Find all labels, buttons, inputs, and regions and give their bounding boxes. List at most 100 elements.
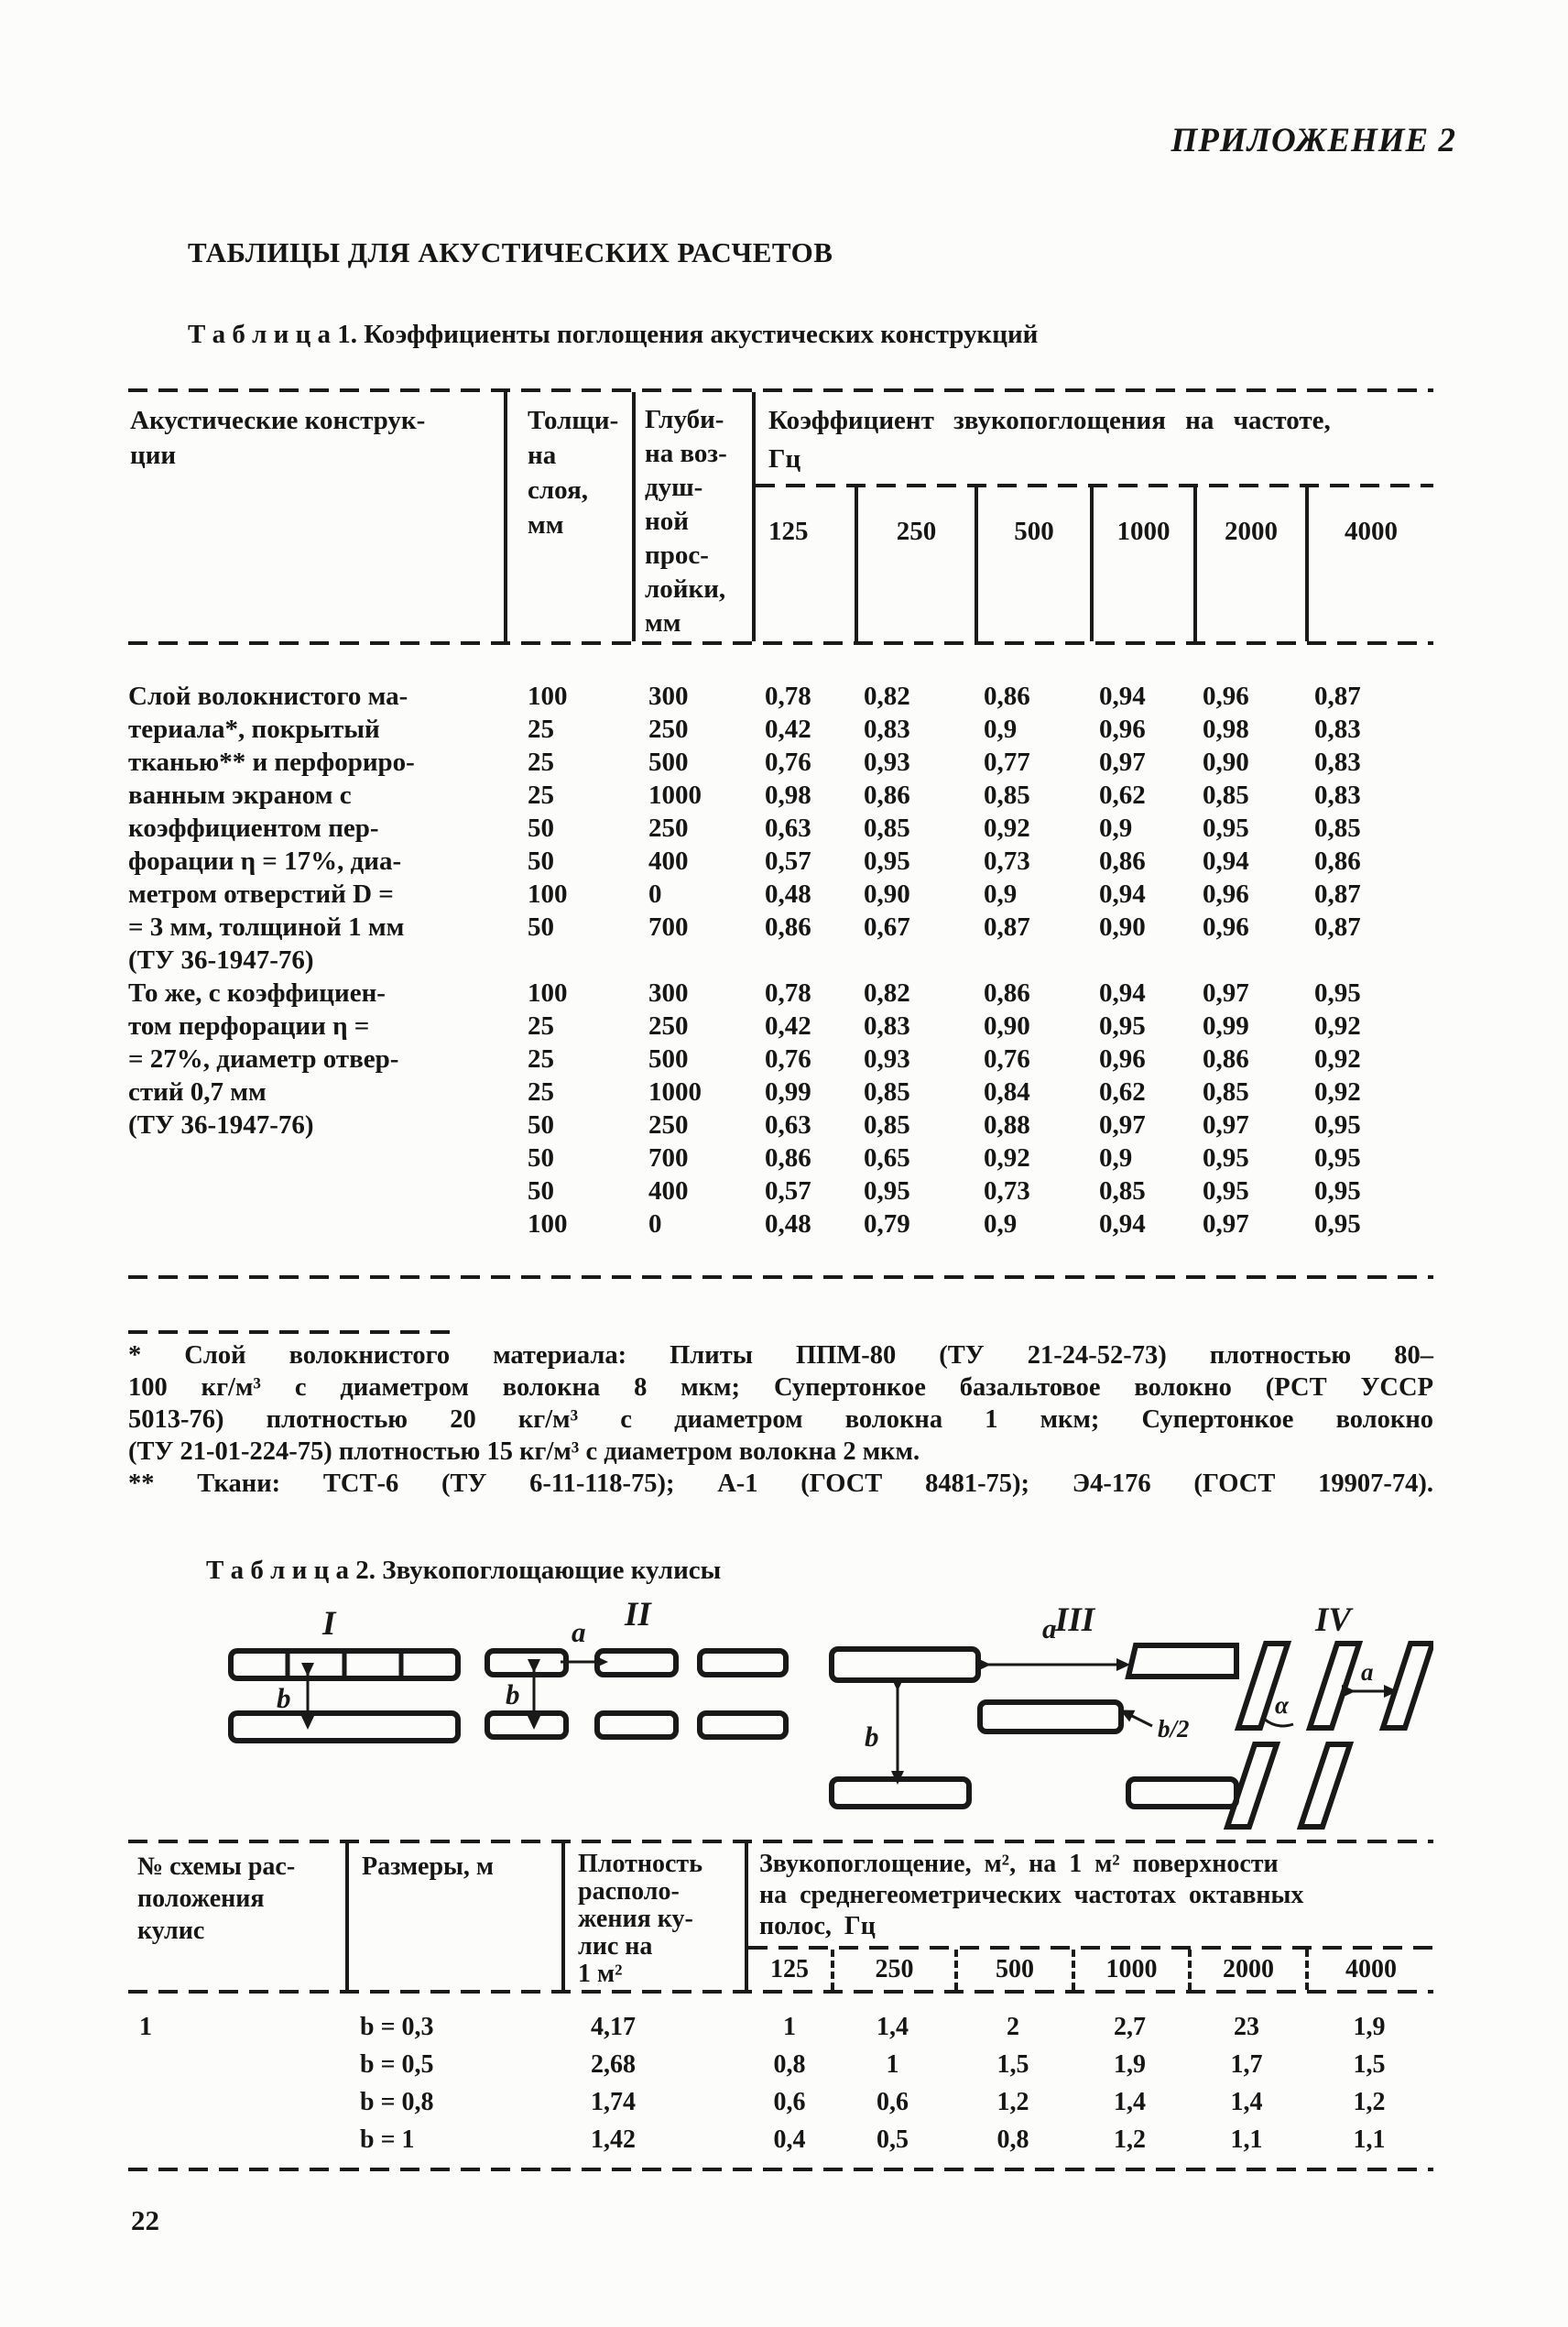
depth-value: 700	[648, 912, 689, 942]
table2-bottom-border	[128, 2168, 1433, 2171]
scheme-number-value	[128, 2046, 349, 2083]
scheme-number-value: 1	[139, 2013, 152, 2041]
absorption-area-value: 1,2	[1114, 2125, 1146, 2154]
absorption-value: 0,93	[864, 748, 910, 777]
absorption-value: 0,57	[765, 1176, 811, 1206]
absorption-value: 0,95	[864, 847, 910, 876]
absorption-area-value: 0,5	[877, 2125, 909, 2154]
absorption-value: 0,92	[984, 1143, 1030, 1173]
table2-baffles: № схемы рас- положения кулис Размеры, м …	[128, 1840, 1433, 2171]
absorption-value: 0,94	[1099, 879, 1146, 909]
scheme-i-spacing-label: b	[277, 1682, 291, 1714]
absorption-value: 0,93	[864, 1044, 910, 1074]
depth-value: 400	[648, 1176, 689, 1206]
absorption-value: 0,84	[984, 1077, 1030, 1107]
table1-frequency-headers: 125 250 500 1000 2000 4000	[756, 487, 1433, 641]
absorption-value: 0,94	[1099, 978, 1146, 1008]
scheme-i-diagram	[228, 1648, 461, 1743]
density-value: 1,42	[591, 2125, 636, 2154]
thickness-value: 25	[528, 1077, 554, 1107]
thickness-value: 25	[528, 1011, 554, 1041]
construction-line: териала*, покрытый	[128, 715, 380, 744]
frequency-header: 500	[954, 1950, 1072, 1990]
depth-value: 500	[648, 1044, 689, 1074]
scheme-ii-diagram	[485, 1648, 789, 1740]
footnote-line: 100 кг/м³ с диаметром волокна 8 мкм; Суп…	[128, 1373, 1433, 1402]
frequency-header: 250	[855, 487, 975, 641]
absorption-value: 0,98	[765, 781, 811, 810]
absorption-value: 0,82	[864, 682, 910, 711]
absorption-value: 0,95	[1203, 1143, 1249, 1173]
footnotes: * Слой волокнистого материала: Плиты ППМ…	[128, 1339, 1433, 1500]
absorption-value: 0,85	[1099, 1176, 1146, 1206]
col-header-absorption-group: Звукопоглощение, м², на 1 м² поверхности…	[748, 1843, 1433, 1990]
col-header-density: Плотность располо- жения ку- лис на 1 м²	[565, 1843, 748, 1990]
thickness-value: 100	[528, 1209, 568, 1239]
scheme-number-value	[128, 2083, 349, 2121]
absorption-value: 0,77	[984, 748, 1030, 777]
absorption-value: 0,76	[765, 748, 811, 777]
scheme-number-value	[128, 2121, 349, 2158]
table1-bottom-border	[128, 1275, 1433, 1279]
thickness-value: 25	[528, 748, 554, 777]
depth-value: 0	[648, 879, 662, 909]
absorption-value: 0,98	[1203, 715, 1249, 744]
thickness-value: 50	[528, 847, 554, 876]
table2-top-border	[128, 1840, 1433, 1843]
depth-value: 400	[648, 847, 689, 876]
table1-top-border	[128, 388, 1433, 392]
thickness-value: 50	[528, 1143, 554, 1173]
construction-line	[128, 1142, 504, 1174]
absorption-area-value: 1,4	[1114, 2088, 1146, 2116]
col-header-thickness: Толщи- на слоя, мм	[504, 392, 636, 641]
thickness-value: 50	[528, 912, 554, 942]
construction-line	[128, 1207, 504, 1240]
absorption-value: 0,95	[1203, 1176, 1249, 1206]
depth-value: 1000	[648, 781, 702, 810]
absorption-area-value: 1,7	[1230, 2050, 1263, 2079]
col-header-coefficient-group: Коэффициент звукопоглощения на частоте, …	[756, 392, 1433, 641]
absorption-area-value: 1	[783, 2013, 796, 2041]
frequency-header: 2000	[1193, 487, 1305, 641]
absorption-value: 0,83	[1314, 748, 1361, 777]
absorption-value: 0,48	[765, 1209, 811, 1239]
absorption-value: 0,86	[765, 912, 811, 942]
frequency-header: 1000	[1072, 1950, 1188, 1990]
absorption-area-value: 2	[1007, 2013, 1019, 2041]
absorption-value: 0,78	[765, 682, 811, 711]
density-value: 2,68	[591, 2050, 636, 2079]
depth-value: 250	[648, 814, 689, 843]
absorption-value: 0,62	[1099, 781, 1146, 810]
footnote-line: 5013-76) плотностью 20 кг/м³ с диаметром…	[128, 1405, 1433, 1434]
absorption-value	[1305, 944, 1433, 977]
table1-caption: Т а б л и ц а 1. Коэффициенты поглощения…	[188, 320, 1039, 349]
absorption-value: 0,94	[1099, 682, 1146, 711]
absorption-value: 0,95	[864, 1176, 910, 1206]
density-value: 4,17	[591, 2013, 636, 2041]
absorption-value: 0,92	[1314, 1077, 1361, 1107]
scheme-ii-label: II	[624, 1600, 652, 1633]
col-header-coefficient-title: Коэффициент звукопоглощения на частоте, …	[768, 406, 1331, 474]
depth-value: 250	[648, 1110, 689, 1140]
absorption-area-value: 0,4	[773, 2125, 806, 2154]
scheme-iii-spacing-label: b	[865, 1721, 879, 1753]
construction-line: (ТУ 36-1947-76)	[128, 945, 314, 975]
thickness-value: 25	[528, 715, 554, 744]
footnote-line: * Слой волокнистого материала: Плиты ППМ…	[128, 1341, 1433, 1370]
absorption-value: 0,96	[1203, 879, 1249, 909]
scheme-ii-gap-label: a	[572, 1616, 586, 1648]
thickness-value: 100	[528, 978, 568, 1008]
absorption-value: 0,87	[1314, 682, 1361, 711]
thickness-value: 50	[528, 1176, 554, 1206]
absorption-area-value: 1,4	[877, 2013, 909, 2041]
absorption-value: 0,97	[1203, 1209, 1249, 1239]
absorption-value: 0,97	[1099, 1110, 1146, 1140]
footnote-divider	[128, 1330, 451, 1334]
depth-value: 700	[648, 1143, 689, 1173]
absorption-value: 0,85	[864, 1077, 910, 1107]
absorption-value: 0,96	[1099, 715, 1146, 744]
absorption-value: 0,67	[864, 912, 910, 942]
construction-line: Слой волокнистого ма-	[128, 682, 408, 711]
